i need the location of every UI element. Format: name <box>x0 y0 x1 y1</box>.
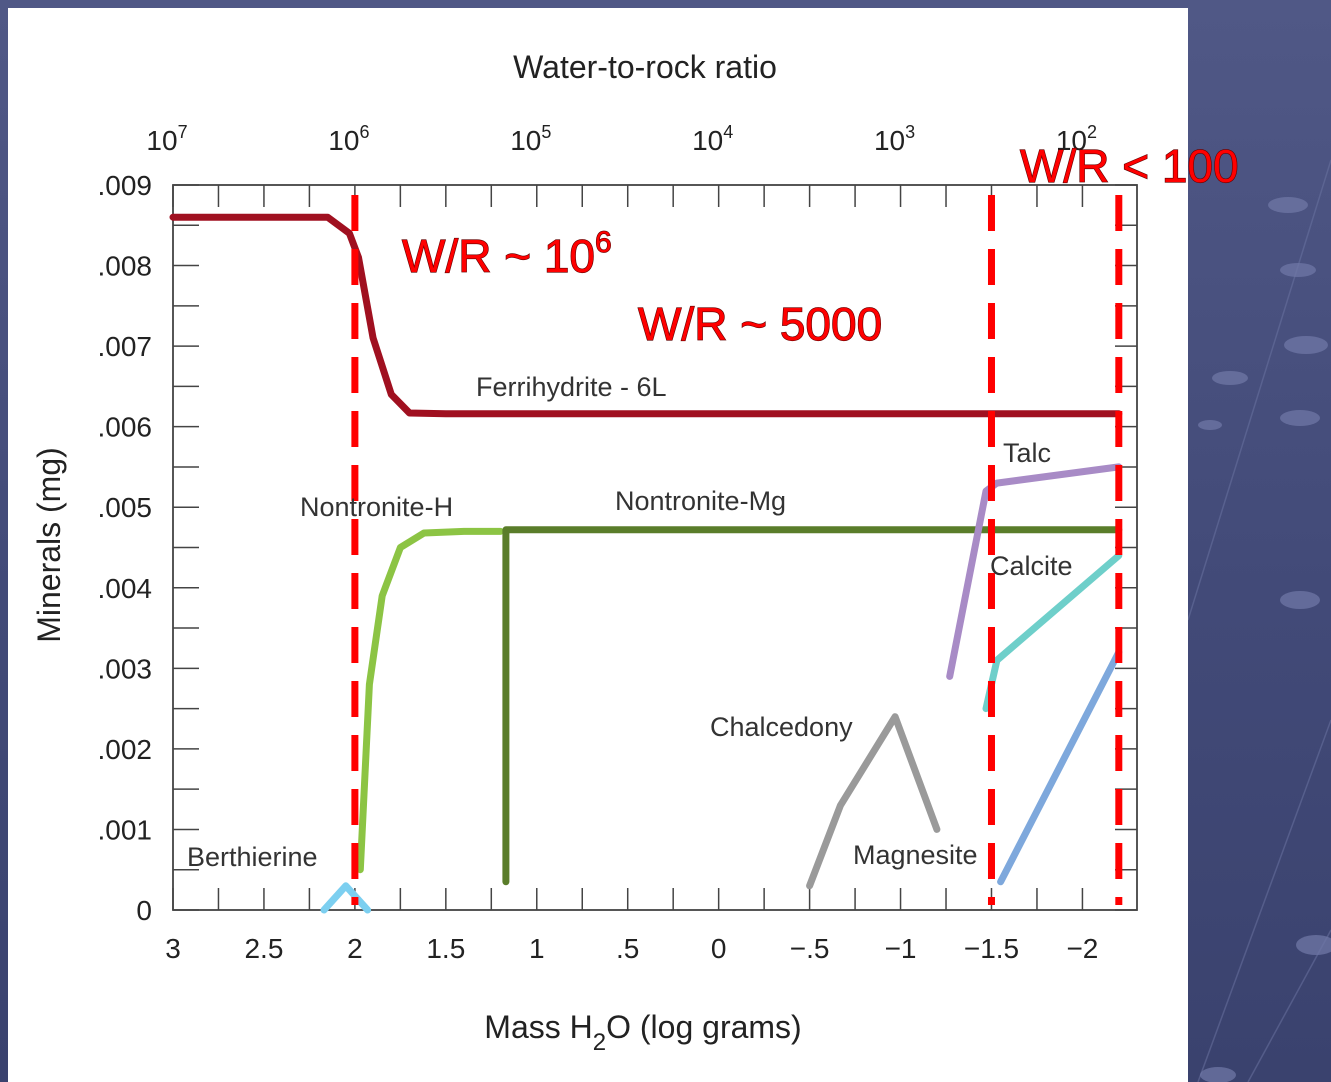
series-label-talc: Talc <box>1003 438 1051 468</box>
y-tick-label: .001 <box>98 814 153 845</box>
top-tick-label: 107 <box>146 122 187 156</box>
top-tick-label-exp: 5 <box>541 122 551 142</box>
series-line-nontronite-h <box>356 527 504 874</box>
y-tick-label: .007 <box>98 331 153 362</box>
chart-title: Water-to-rock ratio <box>513 49 777 85</box>
top-tick-label-base: 10 <box>328 125 359 156</box>
annotation-wr-5000: W/R ~ 5000 <box>638 298 882 350</box>
x-tick-label: −1 <box>885 933 917 964</box>
background-decoration <box>1188 159 1331 1082</box>
top-tick-label-base: 10 <box>510 125 541 156</box>
top-tick-label-exp: 4 <box>723 122 733 142</box>
series-label-magnesite: Magnesite <box>853 840 978 870</box>
x-tick-label: 2 <box>347 933 363 964</box>
top-tick-label: 106 <box>328 122 369 156</box>
top-tick-label-base: 10 <box>1056 125 1087 156</box>
top-tick-label: 103 <box>874 122 915 156</box>
x-axis-title-pre: Mass H <box>484 1009 592 1045</box>
y-tick-label: .009 <box>98 170 153 201</box>
top-tick-label-base: 10 <box>146 125 177 156</box>
x-tick-labels: 3 2.5 2 1.5 1.5 0 −.5 −1 −1.5 −2 <box>165 933 1098 964</box>
y-tick-label: .008 <box>98 251 153 282</box>
series-label-nontronite-h: Nontronite-H <box>300 492 453 522</box>
x-tick-label: −1.5 <box>964 933 1019 964</box>
x-axis-title-sub: 2 <box>593 1029 606 1056</box>
series-line-magnesite <box>997 648 1123 886</box>
top-tick-label-exp: 3 <box>905 122 915 142</box>
top-tick-label-exp: 7 <box>178 122 188 142</box>
series-line-nontronite-mg <box>502 526 1123 886</box>
top-tick-label: 105 <box>510 122 551 156</box>
annotation-wr-1e6-exp: 6 <box>595 226 612 259</box>
top-tick-label: 102 <box>1056 122 1097 156</box>
top-tick-label-base: 10 <box>874 125 905 156</box>
top-tick-label: 104 <box>692 122 733 156</box>
y-tick-label: 0 <box>136 895 152 926</box>
y-tick-label: .003 <box>98 653 153 684</box>
x-tick-label: −.5 <box>790 933 830 964</box>
series-line-ferrihydrite-6l <box>169 213 1123 418</box>
series-label-chalcedony: Chalcedony <box>710 712 853 742</box>
x-tick-label: 0 <box>711 933 727 964</box>
series-group <box>169 213 1123 914</box>
series-line-chalcedony <box>806 713 941 890</box>
top-tick-label-base: 10 <box>692 125 723 156</box>
series-label-ferrihydrite-6l: Ferrihydrite - 6L <box>476 372 667 402</box>
top-tick-label-exp: 6 <box>359 122 369 142</box>
series-label-nontronite-mg: Nontronite-Mg <box>615 486 786 516</box>
annotation-wr-1e6: W/R ~ 106 <box>402 226 612 282</box>
x-tick-label: −2 <box>1066 933 1098 964</box>
x-tick-label: 1.5 <box>426 933 465 964</box>
reference-lines <box>351 195 1123 905</box>
annotation-wr-100: W/R < 100 <box>1020 140 1239 192</box>
annotation-wr-1e6-base: W/R ~ 10 <box>402 230 595 282</box>
top-tick-labels: 107 106 105 104 103 102 <box>146 122 1097 156</box>
series-label-berthierine: Berthierine <box>187 842 318 872</box>
y-tick-label: .004 <box>98 573 153 604</box>
y-tick-labels: 0 .001 .002 .003 .004 .005 .006 .007 .008 .009 <box>98 170 153 926</box>
x-tick-label: 3 <box>165 933 181 964</box>
x-axis-title-post: O (log grams) <box>606 1009 802 1045</box>
series-labels: Ferrihydrite - 6L Nontronite-H Nontronite-… <box>187 372 1073 872</box>
top-tick-label-exp: 2 <box>1087 122 1097 142</box>
series-line-berthierine <box>320 882 372 914</box>
x-tick-label: 1 <box>529 933 545 964</box>
x-tick-label: .5 <box>616 933 639 964</box>
x-tick-label: 2.5 <box>244 933 283 964</box>
y-tick-label: .006 <box>98 412 153 443</box>
y-axis-title: Minerals (mg) <box>31 447 67 643</box>
y-tick-label: .005 <box>98 492 153 523</box>
y-tick-label: .002 <box>98 734 153 765</box>
series-label-calcite: Calcite <box>990 551 1073 581</box>
x-axis-title: Mass H2O (log grams) <box>484 1009 801 1056</box>
